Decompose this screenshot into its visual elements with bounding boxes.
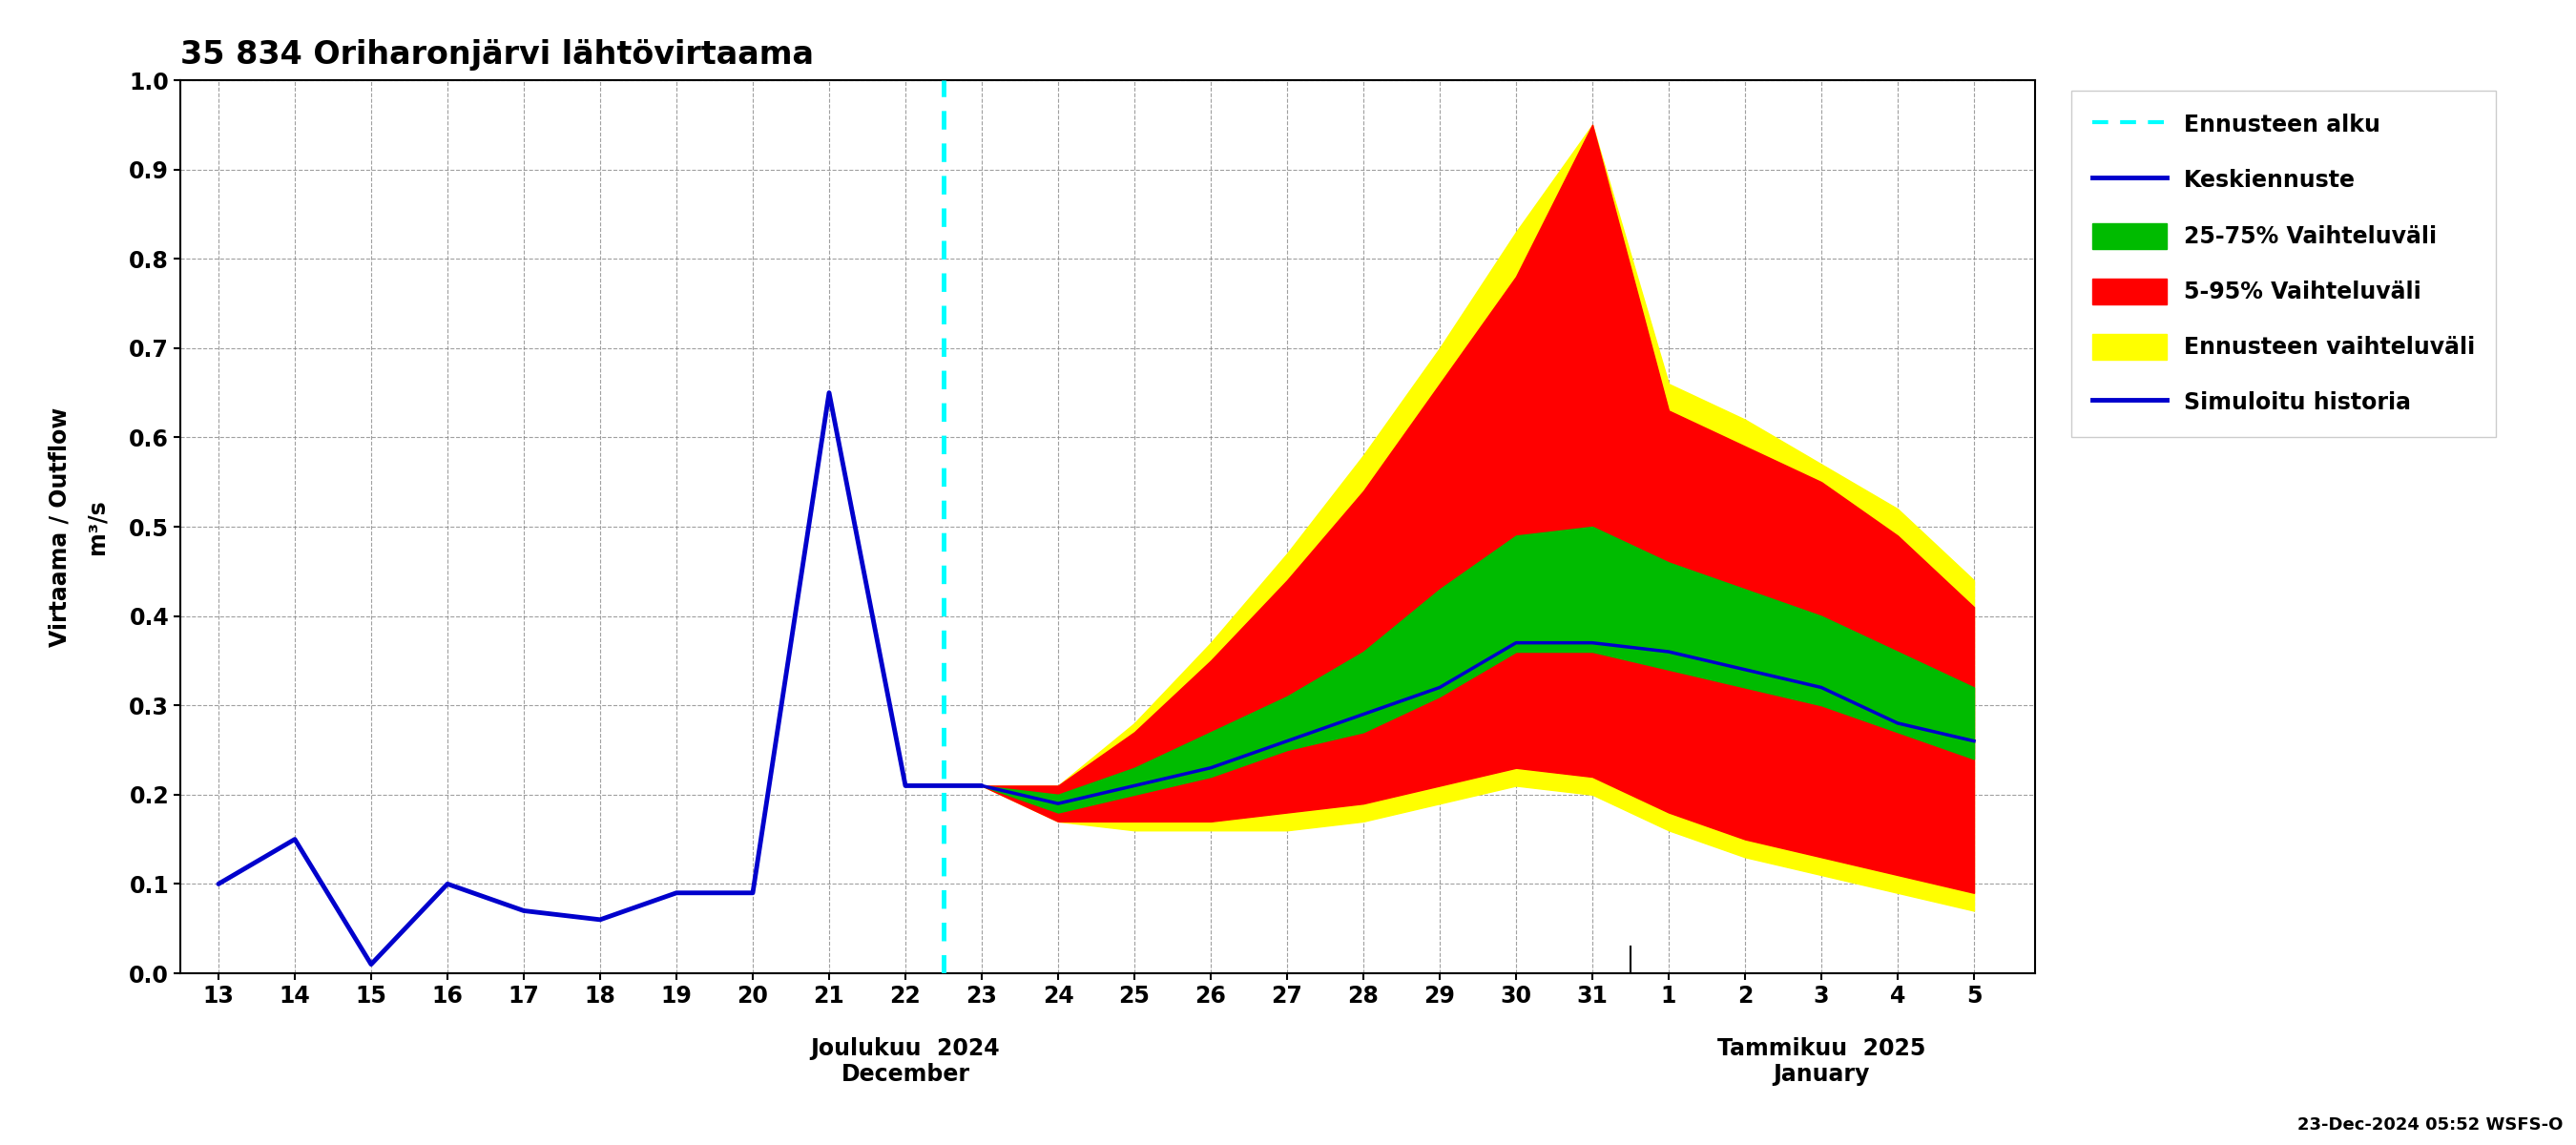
Legend: Ennusteen alku, Keskiennuste, 25-75% Vaihteluväli, 5-95% Vaihteluväli, Ennusteen: Ennusteen alku, Keskiennuste, 25-75% Vai… xyxy=(2071,90,2496,436)
Text: m³/s: m³/s xyxy=(85,499,108,554)
Text: 23-Dec-2024 05:52 WSFS-O: 23-Dec-2024 05:52 WSFS-O xyxy=(2298,1116,2563,1134)
Text: Virtaama / Outflow: Virtaama / Outflow xyxy=(49,406,72,647)
Text: 35 834 Oriharonjärvi lähtövirtaama: 35 834 Oriharonjärvi lähtövirtaama xyxy=(180,39,814,71)
Text: Joulukuu  2024
December: Joulukuu 2024 December xyxy=(811,1037,999,1087)
Text: Tammikuu  2025
January: Tammikuu 2025 January xyxy=(1718,1037,1924,1087)
